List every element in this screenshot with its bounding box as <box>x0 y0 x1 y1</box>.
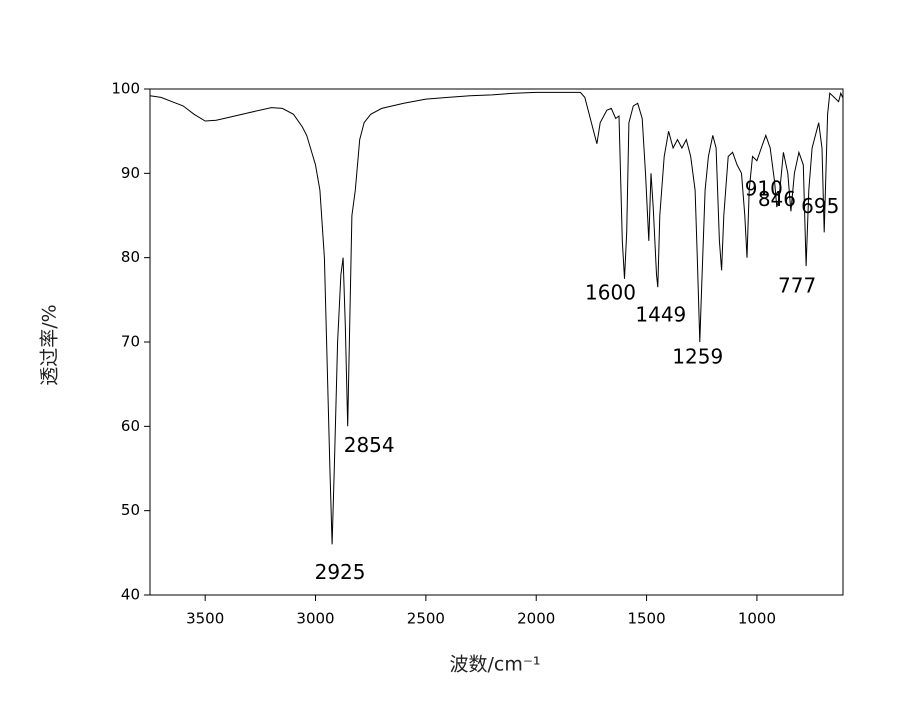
y-tick-label: 70 <box>121 333 140 351</box>
y-tick-label: 50 <box>121 501 140 519</box>
y-tick-label: 90 <box>121 164 140 182</box>
peak-label: 777 <box>778 274 816 298</box>
spectrum-line <box>149 91 844 545</box>
peak-label: 695 <box>801 194 839 218</box>
peak-label: 2925 <box>315 560 366 584</box>
peak-label: 846 <box>758 187 796 211</box>
x-tick-label: 3500 <box>186 610 224 628</box>
x-axis-label: 波数/cm⁻¹ <box>449 654 540 676</box>
y-tick-label: 80 <box>121 248 140 266</box>
x-tick-label: 1500 <box>627 610 665 628</box>
peak-label: 1600 <box>585 280 636 304</box>
peak-label: 1259 <box>672 345 723 369</box>
x-tick-label: 2500 <box>407 610 445 628</box>
plot-frame <box>149 88 844 596</box>
x-tick-label: 2000 <box>517 610 555 628</box>
peak-label: 1449 <box>635 303 686 327</box>
x-tick-label: 3000 <box>296 610 334 628</box>
peak-label: 2854 <box>344 433 395 457</box>
y-tick-label: 60 <box>121 417 140 435</box>
y-tick-label: 40 <box>121 586 140 604</box>
y-tick-label: 100 <box>111 80 140 98</box>
peak-label: 910 <box>745 177 783 201</box>
y-axis-label: 透过率/% <box>39 304 61 385</box>
x-tick-label: 1000 <box>738 610 776 628</box>
